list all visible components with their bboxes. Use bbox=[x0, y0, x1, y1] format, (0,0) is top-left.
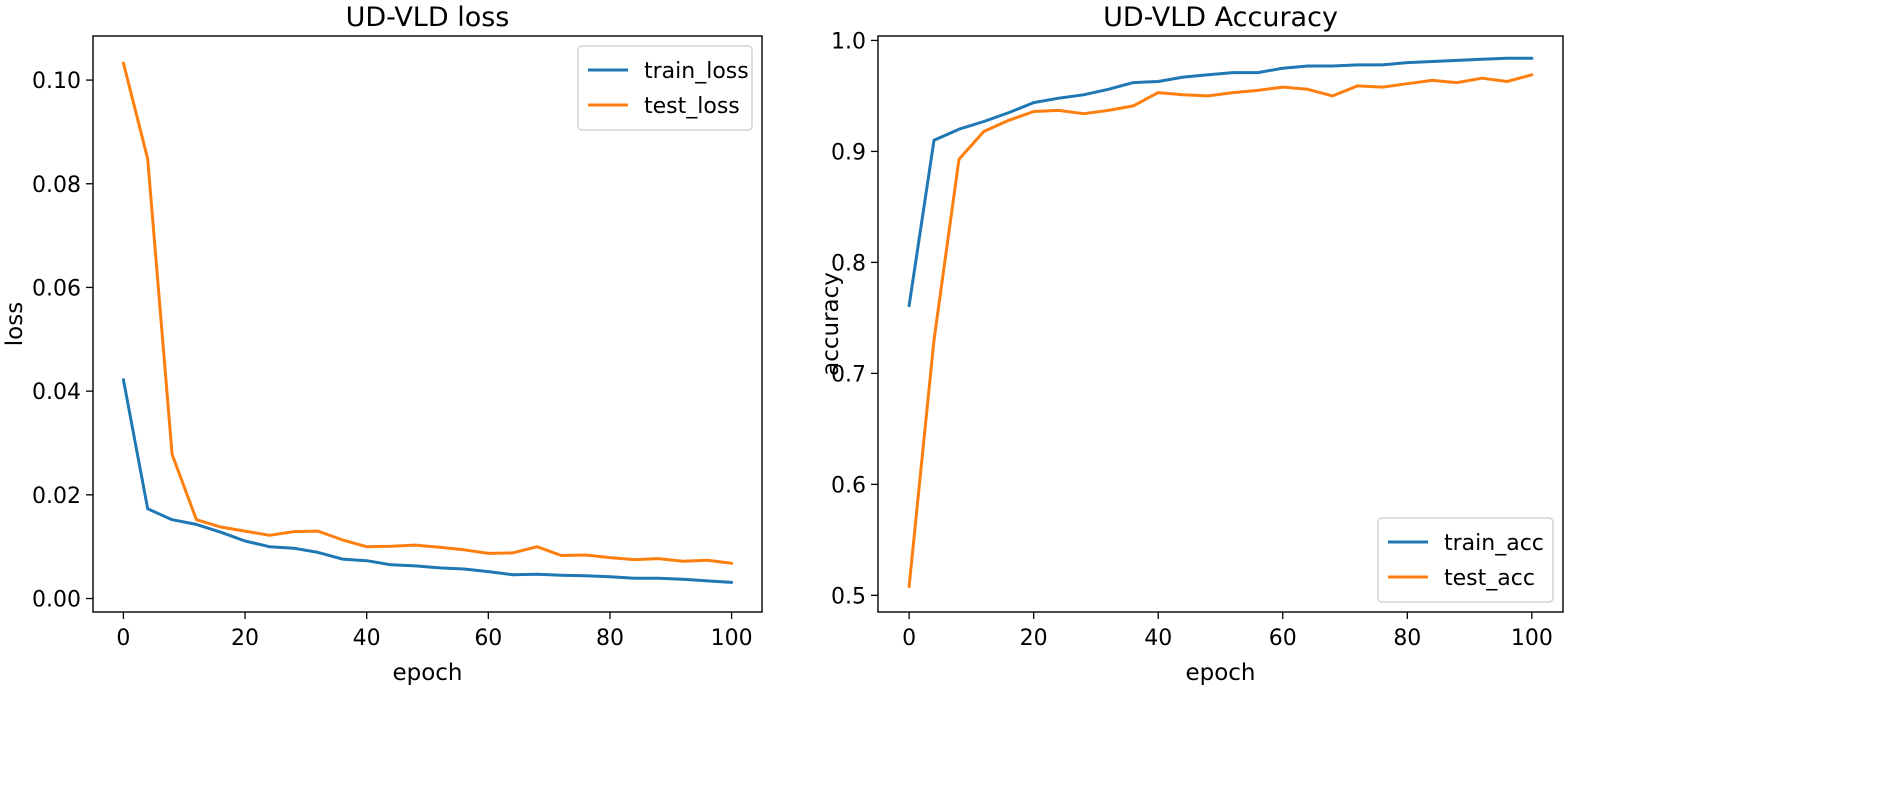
x-tick-label: 20 bbox=[231, 626, 259, 651]
x-tick-label: 40 bbox=[1144, 626, 1172, 651]
x-tick-label: 100 bbox=[1511, 626, 1553, 651]
x-tick-label: 60 bbox=[474, 626, 502, 651]
legend-label-test_loss: test_loss bbox=[644, 94, 740, 119]
y-tick-label: 0.5 bbox=[831, 584, 866, 609]
series-line-test_acc bbox=[907, 73, 1534, 588]
plot-frame bbox=[92, 35, 763, 613]
chart-title: UD-VLD Accuracy bbox=[1103, 2, 1338, 33]
x-tick-label: 100 bbox=[711, 626, 753, 651]
x-tick-label: 20 bbox=[1020, 626, 1048, 651]
y-axis-label: loss bbox=[2, 302, 28, 346]
x-tick-label: 80 bbox=[596, 626, 624, 651]
legend: train_loss test_loss bbox=[577, 45, 753, 131]
x-tick-label: 0 bbox=[116, 626, 130, 651]
loss-chart: UD-VLD loss 0 20 40 60 80 100 0.00 0.02 0.04 0.06 0… bbox=[2, 2, 763, 686]
y-axis-label: accuracy bbox=[818, 272, 844, 376]
legend-label-train_acc: train_acc bbox=[1444, 531, 1544, 556]
legend-label-test_acc: test_acc bbox=[1444, 566, 1535, 591]
x-tick-label: 60 bbox=[1269, 626, 1297, 651]
accuracy-chart: UD-VLD Accuracy 0 20 40 60 80 100 0.5 0.6 0.7 0.8 0… bbox=[818, 2, 1564, 686]
x-tick-label: 80 bbox=[1393, 626, 1421, 651]
x-tick-label: 40 bbox=[353, 626, 381, 651]
legend-label-train_loss: train_loss bbox=[644, 59, 749, 84]
x-axis-label: epoch bbox=[392, 660, 462, 686]
y-tick-label: 0.9 bbox=[831, 140, 866, 165]
y-tick-label: 0.6 bbox=[831, 473, 866, 498]
series-line-test_loss bbox=[121, 61, 734, 565]
y-tick-label: 0.06 bbox=[32, 276, 81, 301]
y-tick-label: 0.00 bbox=[32, 588, 81, 613]
x-axis-label: epoch bbox=[1185, 660, 1255, 686]
y-tick-label: 0.08 bbox=[32, 173, 81, 198]
y-tick-label: 0.02 bbox=[32, 484, 81, 509]
legend-box bbox=[577, 45, 753, 131]
legend: train_acc test_acc bbox=[1377, 517, 1554, 603]
y-tick-label: 0.7 bbox=[831, 362, 866, 387]
y-tick-label: 0.8 bbox=[831, 251, 866, 276]
series-line-train_loss bbox=[121, 378, 734, 584]
chart-title: UD-VLD loss bbox=[346, 2, 510, 33]
x-tick-label: 0 bbox=[902, 626, 916, 651]
legend-box bbox=[1377, 517, 1554, 603]
y-tick-label: 1.0 bbox=[831, 29, 866, 54]
y-tick-label: 0.04 bbox=[32, 380, 81, 405]
series-line-train_acc bbox=[907, 56, 1534, 308]
y-tick-label: 0.10 bbox=[32, 69, 81, 94]
plot-frame bbox=[877, 35, 1564, 613]
